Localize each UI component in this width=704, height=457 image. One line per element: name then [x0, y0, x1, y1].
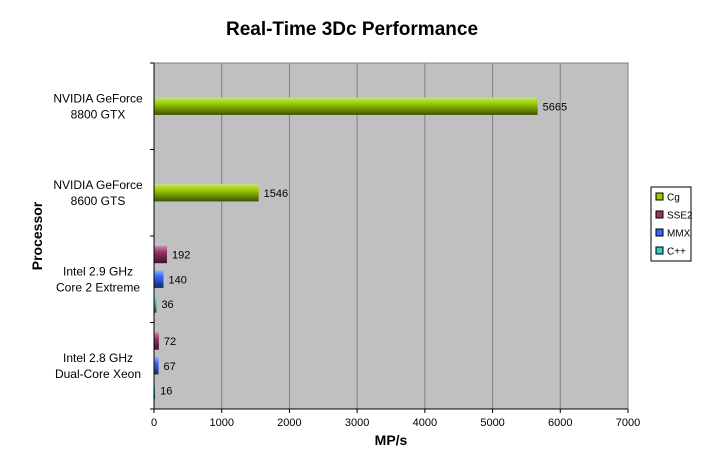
legend-swatch	[655, 246, 664, 255]
bar-ccpp	[154, 381, 156, 400]
legend-label: C++	[667, 247, 686, 258]
bar-cg	[154, 184, 259, 202]
category-label: NVIDIA GeForce	[53, 178, 143, 192]
data-label: 67	[164, 361, 176, 373]
data-labels: 5665 1546 192 140 36 72 67 16	[160, 101, 567, 397]
category-label: 8800 GTX	[71, 107, 126, 121]
x-tick-label: 7000	[616, 417, 640, 429]
legend: Cg SSE2 MMX C++	[650, 186, 693, 262]
data-label: 192	[172, 250, 190, 262]
bar-ccpp	[154, 295, 157, 313]
data-label: 16	[160, 385, 172, 397]
plot-area	[153, 62, 629, 410]
data-label: 5665	[543, 101, 567, 113]
bar-sse2	[154, 332, 159, 350]
category-label: NVIDIA GeForce	[53, 91, 143, 105]
bar-mmx	[154, 270, 164, 288]
category-labels: NVIDIA GeForce 8800 GTX NVIDIA GeForce 8600…	[53, 91, 143, 381]
bar-cg	[154, 97, 538, 115]
category-label: Dual-Core Xeon	[55, 367, 141, 381]
chart-title: Real-Time 3Dc Performance	[226, 19, 478, 40]
legend-label: MMX	[667, 229, 691, 240]
bar-sse2	[154, 245, 168, 264]
data-label: 36	[161, 299, 173, 311]
x-tick-label: 2000	[277, 417, 301, 429]
legend-label: Cg	[667, 193, 680, 204]
data-label: 140	[168, 274, 186, 286]
x-tick-label: 6000	[548, 417, 572, 429]
data-label: 72	[164, 336, 176, 348]
x-axis-title: MP/s	[375, 432, 408, 448]
bars	[154, 97, 538, 400]
x-tick-label: 0	[151, 417, 157, 429]
x-tick-label: 3000	[345, 417, 369, 429]
axes: 0 1000 2000 3000 4000 5000 6000 7000	[150, 62, 640, 429]
y-axis-title: Processor	[29, 201, 45, 270]
legend-swatch	[655, 210, 664, 219]
x-tick-label: 4000	[413, 417, 437, 429]
x-tick-label: 5000	[480, 417, 504, 429]
legend-label: SSE2	[667, 211, 693, 222]
category-label: Intel 2.9 GHz	[63, 264, 133, 278]
x-tick-label: 1000	[209, 417, 233, 429]
legend-swatch	[655, 228, 664, 237]
data-label: 1546	[264, 188, 288, 200]
legend-swatch	[655, 192, 664, 201]
category-label: Intel 2.8 GHz	[63, 351, 133, 365]
category-label: 8600 GTS	[71, 194, 126, 208]
category-label: Core 2 Extreme	[56, 280, 140, 294]
gridlines	[221, 63, 561, 409]
bar-mmx	[154, 357, 159, 375]
